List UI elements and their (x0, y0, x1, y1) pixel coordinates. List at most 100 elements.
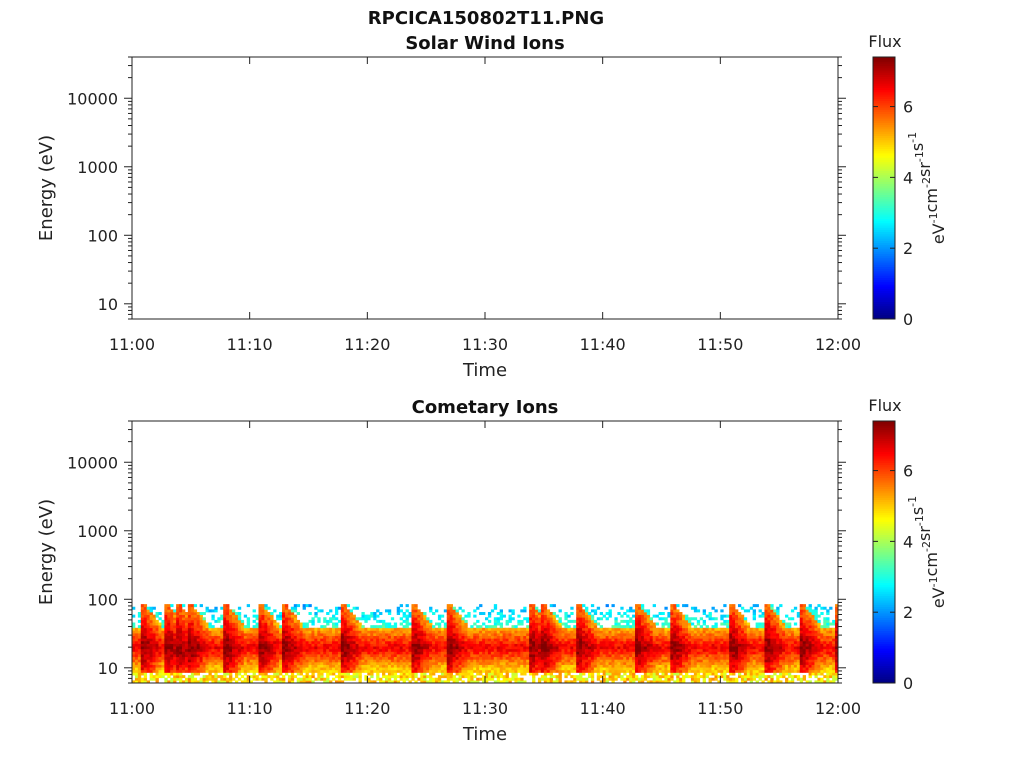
spectrogram-cell (423, 654, 427, 658)
spectrogram-cell (670, 606, 674, 610)
spectrogram-cell (452, 633, 456, 637)
spectrogram-cell (384, 640, 389, 644)
spectrogram-cell (361, 667, 365, 671)
spectrogram-cell (585, 656, 589, 660)
spectrogram-cell (540, 667, 545, 671)
spectrogram-cell (376, 675, 380, 679)
spectrogram-cell (543, 614, 548, 618)
spectrogram-cell (514, 643, 518, 647)
spectrogram-cell (487, 656, 492, 660)
spectrogram-cell (393, 633, 398, 637)
spectrogram-cell (232, 659, 236, 663)
spectrogram-cell (226, 619, 230, 623)
spectrogram-cell (508, 669, 512, 673)
spectrogram-cell (558, 659, 562, 663)
spectrogram-cell (552, 651, 556, 655)
spectrogram-cell (334, 648, 339, 652)
spectrogram-cell (349, 659, 353, 663)
spectrogram-cell (476, 640, 480, 644)
spectrogram-cell (361, 640, 365, 644)
spectrogram-cell (164, 664, 168, 668)
spectrogram-cell (432, 672, 436, 676)
spectrogram-cell (261, 661, 265, 665)
spectrogram-cell (179, 667, 183, 671)
spectrogram-cell (255, 643, 259, 647)
spectrogram-cell (555, 622, 559, 626)
spectrogram-cell (214, 677, 218, 681)
spectrogram-cell (487, 651, 492, 655)
spectrogram-cell (411, 659, 415, 663)
spectrogram-cell (482, 612, 486, 615)
spectrogram-cell (679, 622, 683, 626)
spectrogram-cell (570, 627, 574, 631)
spectrogram-cell (602, 638, 606, 642)
spectrogram-cell (337, 638, 342, 642)
spectrogram-cell (387, 609, 392, 613)
spectrogram-cell (517, 630, 521, 634)
spectrogram-cell (423, 677, 427, 681)
spectrogram-cell (449, 606, 453, 610)
colorbar-band (873, 260, 895, 263)
spectrogram-cell (432, 669, 436, 673)
spectrogram-cell (620, 659, 624, 663)
spectrogram-cell (273, 643, 277, 647)
spectrogram-cell (464, 635, 468, 639)
spectrogram-cell (279, 614, 283, 618)
spectrogram-cell (384, 627, 389, 631)
spectrogram-cell (390, 643, 395, 647)
spectrogram-cell (637, 617, 642, 621)
spectrogram-cell (487, 614, 492, 618)
spectrogram-cell (317, 617, 321, 621)
colorbar-title: Flux (868, 32, 901, 51)
spectrogram-cell (455, 667, 459, 671)
spectrogram-cell (543, 630, 548, 634)
spectrogram-cell (379, 640, 383, 644)
spectrogram-cell (167, 614, 171, 618)
spectrogram-cell (258, 609, 262, 613)
spectrogram-cell (526, 633, 530, 637)
spectrogram-cell (543, 617, 548, 621)
spectrogram-cell (155, 656, 159, 660)
spectrogram-cell (455, 638, 459, 642)
spectrogram-cell (217, 638, 221, 642)
units-exponent: -2 (920, 177, 933, 188)
spectrogram-cell (332, 614, 336, 618)
spectrogram-cell (170, 669, 174, 673)
spectrogram-cell (332, 669, 336, 673)
spectrogram-cell (155, 622, 159, 626)
spectrogram-cell (505, 672, 509, 676)
spectrogram-cell (340, 622, 345, 626)
spectrogram-cell (487, 625, 492, 629)
spectrogram-cell (326, 627, 330, 631)
spectrogram-cell (193, 643, 198, 647)
spectrogram-cell (261, 640, 265, 644)
spectrogram-cell (532, 617, 536, 621)
units-base: cm (922, 188, 941, 212)
spectrogram-cell (137, 646, 142, 650)
spectrogram-cell (643, 651, 648, 655)
spectrogram-cell (593, 640, 598, 644)
spectrogram-cell (346, 633, 351, 637)
spectrogram-cell (179, 622, 183, 626)
colorbar-band (873, 196, 895, 200)
spectrogram-cell (155, 638, 159, 642)
spectrogram-cell (358, 667, 362, 671)
colorbar-band (873, 225, 895, 228)
spectrogram-cell (261, 635, 265, 639)
spectrogram-cell (229, 635, 233, 639)
spectrogram-cell (311, 640, 315, 644)
spectrogram-cell (302, 640, 306, 644)
spectrogram-cell (558, 633, 562, 637)
spectrogram-cell (673, 648, 677, 652)
spectrogram-cell (176, 646, 180, 650)
spectrogram-cell (264, 627, 268, 631)
spectrogram-cell (352, 635, 356, 639)
spectrogram-cell (582, 643, 586, 647)
spectrogram-cell (652, 669, 656, 673)
spectrogram-cell (243, 630, 248, 634)
spectrogram-cell (676, 625, 680, 629)
spectrogram-cell (334, 659, 339, 663)
spectrogram-cell (614, 630, 618, 634)
spectrogram-cell (367, 659, 371, 663)
spectrogram-cell (555, 661, 559, 665)
